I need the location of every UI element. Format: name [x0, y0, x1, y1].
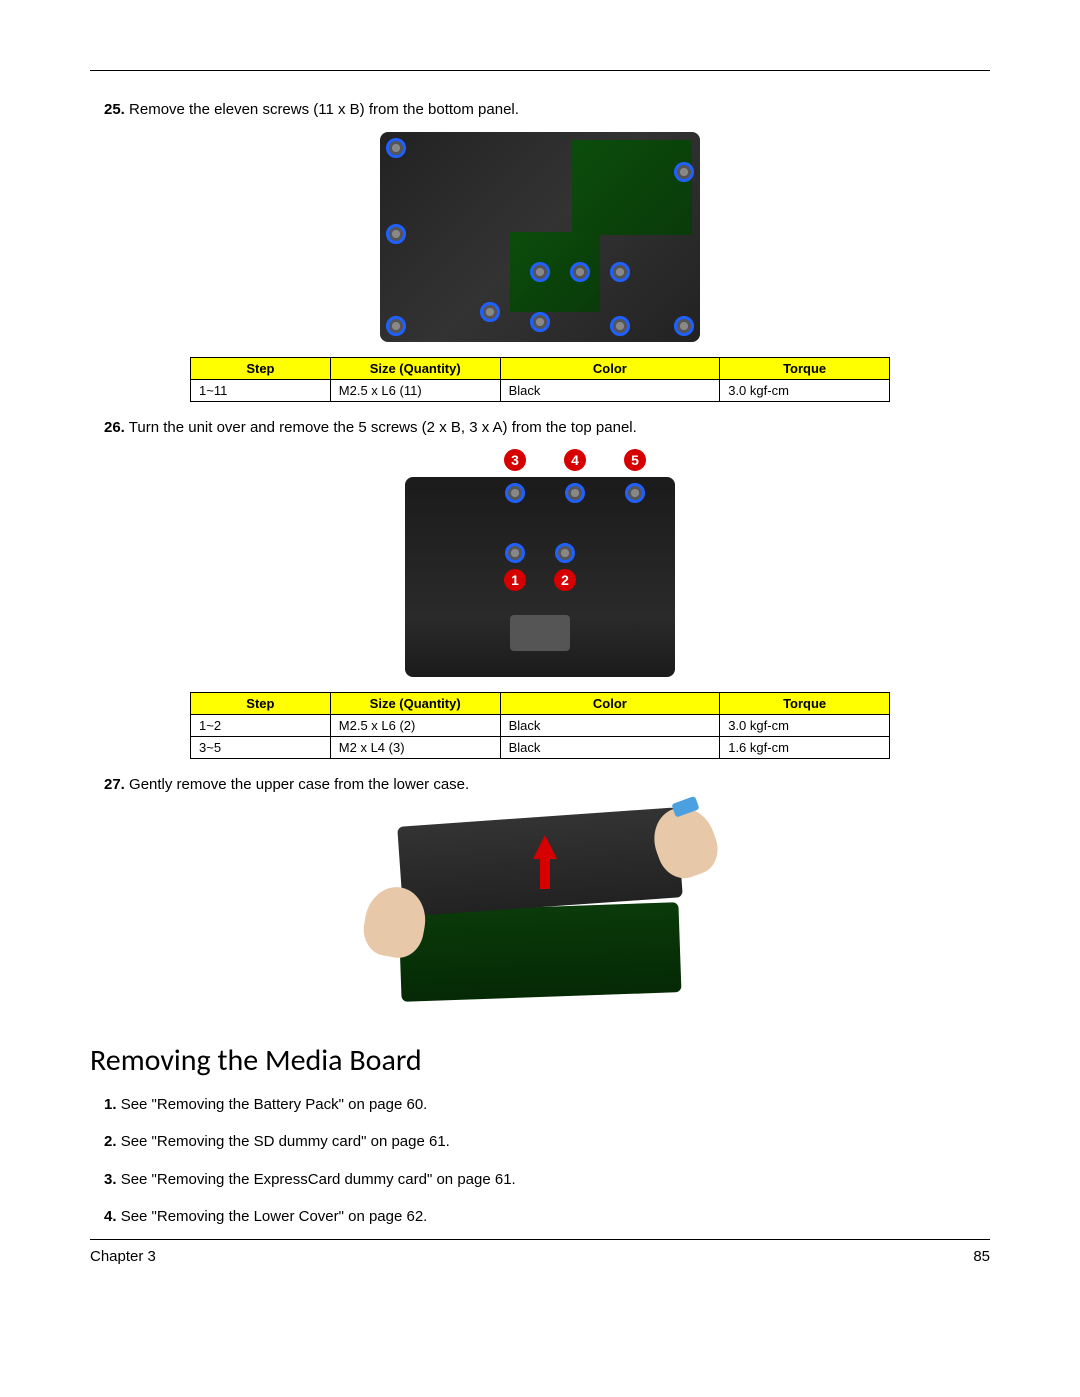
- bottom-rule: [90, 1239, 990, 1240]
- screw-marker: [674, 316, 694, 336]
- th-torque: Torque: [720, 357, 890, 379]
- screw-marker: [505, 483, 525, 503]
- lower-case: [399, 902, 682, 1002]
- top-rule: [90, 70, 990, 71]
- screw-marker: [555, 543, 575, 563]
- screw-marker: [530, 312, 550, 332]
- screws-table-2: Step Size (Quantity) Color Torque 1~2 M2…: [190, 692, 890, 759]
- mb-step-2-text: See "Removing the SD dummy card" on page…: [121, 1133, 450, 1150]
- cell-torque: 1.6 kgf-cm: [720, 737, 890, 759]
- mb-step-3-text: See "Removing the ExpressCard dummy card…: [121, 1171, 516, 1188]
- step-25-num: 25.: [104, 101, 125, 118]
- page-number: 85: [973, 1248, 990, 1265]
- screw-marker: [386, 138, 406, 158]
- mb-step-3-num: 3.: [104, 1171, 117, 1188]
- mb-step-4: 4. See "Removing the Lower Cover" on pag…: [90, 1206, 990, 1229]
- screws-table-1: Step Size (Quantity) Color Torque 1~11 M…: [190, 357, 890, 402]
- badge-3: 3: [504, 449, 526, 471]
- cell-color: Black: [500, 737, 720, 759]
- th-step: Step: [191, 693, 331, 715]
- cell-color: Black: [500, 715, 720, 737]
- mb-step-3: 3. See "Removing the ExpressCard dummy c…: [90, 1169, 990, 1192]
- mb-step-1-text: See "Removing the Battery Pack" on page …: [121, 1096, 428, 1113]
- th-size: Size (Quantity): [330, 357, 500, 379]
- step-25: 25. Remove the eleven screws (11 x B) fr…: [90, 99, 990, 122]
- screw-marker: [610, 316, 630, 336]
- step-27-num: 27.: [104, 776, 125, 793]
- cell-size: M2.5 x L6 (2): [330, 715, 500, 737]
- step-26-num: 26.: [104, 419, 125, 436]
- cell-color: Black: [500, 379, 720, 401]
- th-color: Color: [500, 693, 720, 715]
- screw-marker: [565, 483, 585, 503]
- table-header-row: Step Size (Quantity) Color Torque: [191, 693, 890, 715]
- up-arrow-icon: [533, 835, 557, 859]
- figure-bottom-panel: [90, 132, 990, 347]
- screw-marker: [480, 302, 500, 322]
- badge-4: 4: [564, 449, 586, 471]
- table-header-row: Step Size (Quantity) Color Torque: [191, 357, 890, 379]
- screw-marker: [570, 262, 590, 282]
- th-step: Step: [191, 357, 331, 379]
- cell-step: 1~2: [191, 715, 331, 737]
- table-row: 1~2 M2.5 x L6 (2) Black 3.0 kgf-cm: [191, 715, 890, 737]
- cell-step: 1~11: [191, 379, 331, 401]
- cell-torque: 3.0 kgf-cm: [720, 379, 890, 401]
- figure-case-removal: [90, 807, 990, 1012]
- screw-marker: [530, 262, 550, 282]
- laptop-top-image: 1 2: [405, 477, 675, 677]
- step-27: 27. Gently remove the upper case from th…: [90, 774, 990, 797]
- mb-step-4-num: 4.: [104, 1208, 117, 1225]
- mb-step-4-text: See "Removing the Lower Cover" on page 6…: [121, 1208, 428, 1225]
- laptop-bottom-image: [380, 132, 700, 342]
- figure-top-panel: 1 2 3 4 5: [90, 449, 990, 682]
- cell-torque: 3.0 kgf-cm: [720, 715, 890, 737]
- page-footer: Chapter 3 85: [90, 1246, 990, 1265]
- badge-2: 2: [554, 569, 576, 591]
- screw-marker: [505, 543, 525, 563]
- chapter-label: Chapter 3: [90, 1248, 156, 1265]
- badge-5: 5: [624, 449, 646, 471]
- badge-1: 1: [504, 569, 526, 591]
- cell-step: 3~5: [191, 737, 331, 759]
- table-row: 1~11 M2.5 x L6 (11) Black 3.0 kgf-cm: [191, 379, 890, 401]
- cell-size: M2 x L4 (3): [330, 737, 500, 759]
- antistatic-band: [671, 795, 699, 817]
- table-row: 3~5 M2 x L4 (3) Black 1.6 kgf-cm: [191, 737, 890, 759]
- th-torque: Torque: [720, 693, 890, 715]
- mb-step-2-num: 2.: [104, 1133, 117, 1150]
- section-heading: Removing the Media Board: [90, 1042, 990, 1079]
- motherboard-area: [572, 140, 692, 235]
- screw-marker: [625, 483, 645, 503]
- cell-size: M2.5 x L6 (11): [330, 379, 500, 401]
- th-color: Color: [500, 357, 720, 379]
- page: 25. Remove the eleven screws (11 x B) fr…: [0, 0, 1080, 1397]
- mb-step-1-num: 1.: [104, 1096, 117, 1113]
- mb-step-1: 1. See "Removing the Battery Pack" on pa…: [90, 1094, 990, 1117]
- touchpad: [510, 615, 570, 651]
- step-25-text: Remove the eleven screws (11 x B) from t…: [129, 101, 519, 118]
- step-26: 26. Turn the unit over and remove the 5 …: [90, 417, 990, 440]
- th-size: Size (Quantity): [330, 693, 500, 715]
- step-27-text: Gently remove the upper case from the lo…: [129, 776, 469, 793]
- screw-marker: [610, 262, 630, 282]
- screw-marker: [674, 162, 694, 182]
- screw-marker: [386, 224, 406, 244]
- step-26-text: Turn the unit over and remove the 5 scre…: [129, 419, 637, 436]
- case-split-image: [375, 807, 705, 1007]
- screw-marker: [386, 316, 406, 336]
- mb-step-2: 2. See "Removing the SD dummy card" on p…: [90, 1131, 990, 1154]
